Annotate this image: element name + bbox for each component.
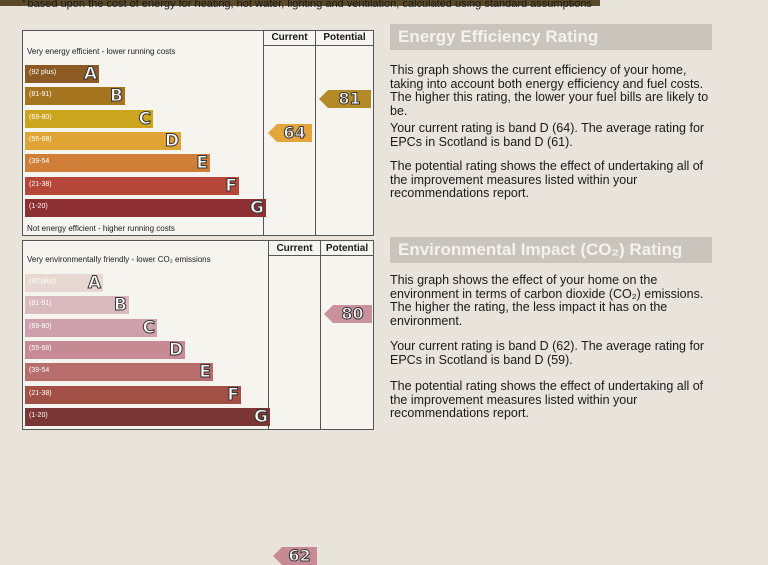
- band-letter: F: [227, 384, 240, 405]
- band-letter: D: [164, 130, 179, 151]
- band-range: (55-68): [29, 344, 52, 352]
- rating-band-c: (69-80) C: [25, 317, 157, 338]
- band-range: (39-54: [29, 367, 50, 375]
- rating-band-a: (92 plus) A: [25, 64, 99, 85]
- marker-tip: [268, 124, 277, 142]
- band-letter: A: [83, 64, 97, 85]
- current-rating-value: 62: [288, 546, 311, 565]
- band-letter: A: [87, 273, 101, 294]
- col-divider: [315, 31, 316, 235]
- rating-band-b: (81-91) B: [25, 86, 125, 107]
- rating-band-b: (81-91) B: [25, 295, 129, 316]
- band-range: (1-20): [29, 411, 48, 419]
- rating-band-d: (55-68) D: [25, 130, 181, 151]
- potential-column-header: Potential: [323, 32, 366, 43]
- band-letter: D: [168, 339, 183, 360]
- rating-band-d: (55-68) D: [25, 339, 185, 360]
- environmental-rating-chart: Current Potential Very environmentally f…: [22, 240, 374, 565]
- rating-band-e: (39-54 E: [25, 153, 210, 174]
- header-divider: [268, 255, 373, 256]
- band-range: (1-20): [29, 202, 48, 210]
- band-range: (81-91): [29, 300, 52, 308]
- marker-box: [328, 90, 371, 108]
- potential-rating-marker: 80: [324, 304, 372, 323]
- energy-description: This graph shows the current efficiency …: [390, 63, 709, 118]
- top-scale-label: Very environmentally friendly - lower CO…: [27, 255, 211, 264]
- environment-current-rating-text: Your current rating is band D (62). The …: [390, 339, 705, 367]
- energy-section-title: Energy Efficiency Rating: [390, 24, 712, 50]
- marker-tip: [324, 305, 333, 323]
- band-letter: C: [142, 317, 156, 338]
- rating-band-g: (1-20) G: [25, 197, 266, 218]
- assumptions-note-text: based upon the cost of energy for heatin…: [27, 0, 592, 10]
- current-column-header: Current: [271, 32, 308, 43]
- band-range: (55-68): [29, 135, 52, 143]
- col-divider: [268, 241, 269, 429]
- band-range: (92 plus): [29, 69, 57, 76]
- band-range: (69-80): [29, 113, 52, 121]
- marker-tip: [319, 90, 328, 108]
- environment-potential-text: The potential rating shows the effect of…: [390, 379, 704, 420]
- top-band: [0, 0, 600, 6]
- marker-box: [277, 124, 312, 142]
- assumptions-note: * based upon the cost of energy for heati…: [22, 0, 592, 10]
- potential-rating-value: 80: [341, 304, 364, 323]
- environment-section-title: Environmental Impact (CO₂) Rating: [390, 237, 712, 263]
- top-scale-label: Very energy efficient - lower running co…: [27, 47, 176, 56]
- rating-band-c: (69-80) C: [25, 108, 153, 129]
- band-letter: E: [196, 153, 209, 174]
- band-letter: F: [225, 175, 238, 196]
- band-letter: G: [250, 197, 265, 218]
- current-rating-marker: 62: [273, 546, 317, 565]
- band-range: (39-54: [29, 158, 50, 166]
- energy-potential-text: The potential rating shows the effect of…: [390, 159, 704, 200]
- rating-band-e: (39-54 E: [25, 362, 213, 383]
- col-divider: [263, 31, 264, 235]
- band-letter: E: [199, 362, 212, 383]
- rating-band-a: (92 plus) A: [25, 273, 103, 294]
- bottom-scale-label: Not energy efficient - higher running co…: [27, 224, 175, 233]
- band-range: (92 plus): [29, 278, 57, 285]
- rating-band-f: (21-38) F: [25, 384, 241, 405]
- band-letter: B: [110, 86, 124, 107]
- potential-rating-value: 81: [338, 89, 361, 108]
- marker-tip: [273, 547, 282, 565]
- col-divider: [320, 241, 321, 429]
- energy-rating-chart: Current Potential Very energy efficient …: [22, 30, 374, 236]
- header-divider: [263, 45, 373, 46]
- band-letter: G: [254, 406, 269, 427]
- current-rating-value: 64: [283, 123, 306, 142]
- band-range: (81-91): [29, 91, 52, 99]
- band-letter: B: [114, 295, 128, 316]
- current-rating-marker: 64: [268, 123, 312, 142]
- band-range: (69-80): [29, 322, 52, 330]
- rating-band-g: (1-20) G: [25, 406, 270, 427]
- marker-box: [333, 305, 372, 323]
- band-range: (21-38): [29, 389, 52, 397]
- current-column-header: Current: [276, 243, 313, 254]
- band-letter: C: [138, 108, 152, 129]
- environment-description: This graph shows the effect of your home…: [390, 273, 704, 328]
- potential-column-header: Potential: [325, 243, 369, 254]
- potential-rating-marker: 81: [319, 89, 371, 108]
- energy-current-rating-text: Your current rating is band D (64). The …: [390, 121, 705, 149]
- band-range: (21-38): [29, 180, 52, 188]
- rating-band-f: (21-38) F: [25, 175, 239, 196]
